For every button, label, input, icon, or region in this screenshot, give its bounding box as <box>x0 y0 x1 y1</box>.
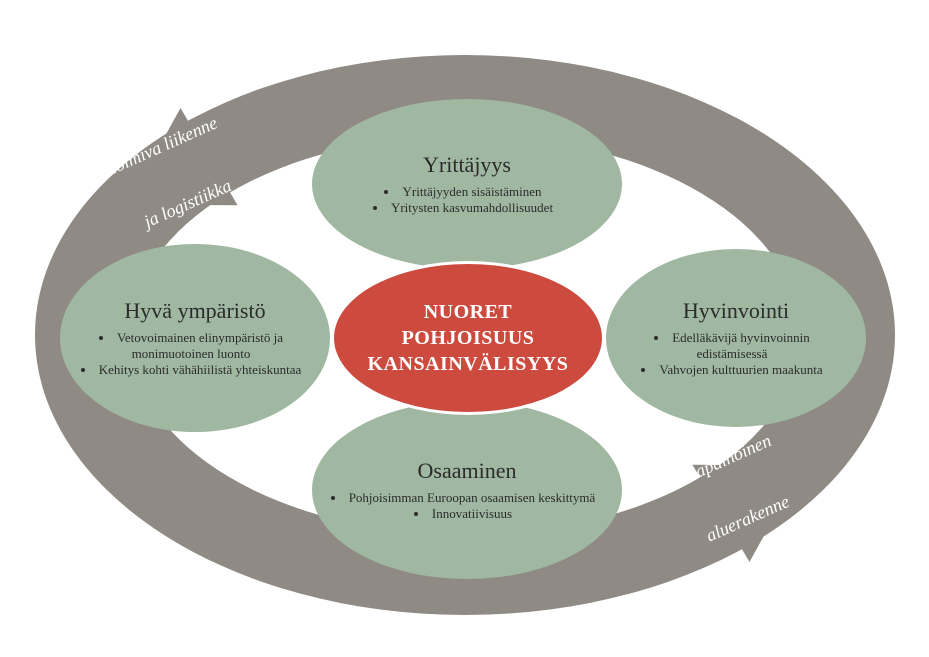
node-right-hyvinvointi: Hyvinvointi Edelläkävijä hyvinvoinnin ed… <box>606 249 866 427</box>
node-bottom-bullets: Pohjoisimman Euroopan osaamisen keskitty… <box>331 490 604 523</box>
center-line-3: KANSAINVÄLISYYS <box>368 351 569 377</box>
node-bullet: Kehitys kohti vähähiilistä yhteiskuntaa <box>78 362 304 378</box>
node-top-bullets: Yrittäjyyden sisäistäminenYritysten kasv… <box>373 184 561 217</box>
node-bottom-title: Osaaminen <box>418 458 517 484</box>
node-left-hyva-ymparisto: Hyvä ympäristö Vetovoimainen elinympäris… <box>60 244 330 432</box>
node-bullet: Yritysten kasvumahdollisuudet <box>373 200 553 216</box>
node-bullet: Vahvojen kulttuurien maakunta <box>624 362 840 378</box>
node-bullet: Pohjoisimman Euroopan osaamisen keskitty… <box>331 490 596 506</box>
node-right-bullets: Edelläkävijä hyvinvoinnin edistämisessäV… <box>624 330 848 379</box>
node-left-bullets: Vetovoimainen elinympäristö ja monimuoto… <box>78 330 312 379</box>
node-bottom-osaaminen: Osaaminen Pohjoisimman Euroopan osaamise… <box>312 401 622 579</box>
center-node: NUORET POHJOISUUS KANSAINVÄLISYYS <box>331 261 605 415</box>
node-top-yrittajyys: Yrittäjyys Yrittäjyyden sisäistäminenYri… <box>312 99 622 269</box>
node-bullet: Vetovoimainen elinympäristö ja monimuoto… <box>78 330 304 363</box>
diagram-stage: Yrittäjyys Yrittäjyyden sisäistäminenYri… <box>0 0 929 657</box>
node-right-title: Hyvinvointi <box>683 298 789 324</box>
node-top-title: Yrittäjyys <box>423 152 511 178</box>
node-bullet: Yrittäjyyden sisäistäminen <box>373 184 553 200</box>
node-bullet: Innovatiivisuus <box>331 506 596 522</box>
center-line-1: NUORET <box>424 299 513 325</box>
node-left-title: Hyvä ympäristö <box>124 298 265 324</box>
center-line-2: POHJOISUUS <box>402 325 535 351</box>
node-bullet: Edelläkävijä hyvinvoinnin edistämisessä <box>624 330 840 363</box>
